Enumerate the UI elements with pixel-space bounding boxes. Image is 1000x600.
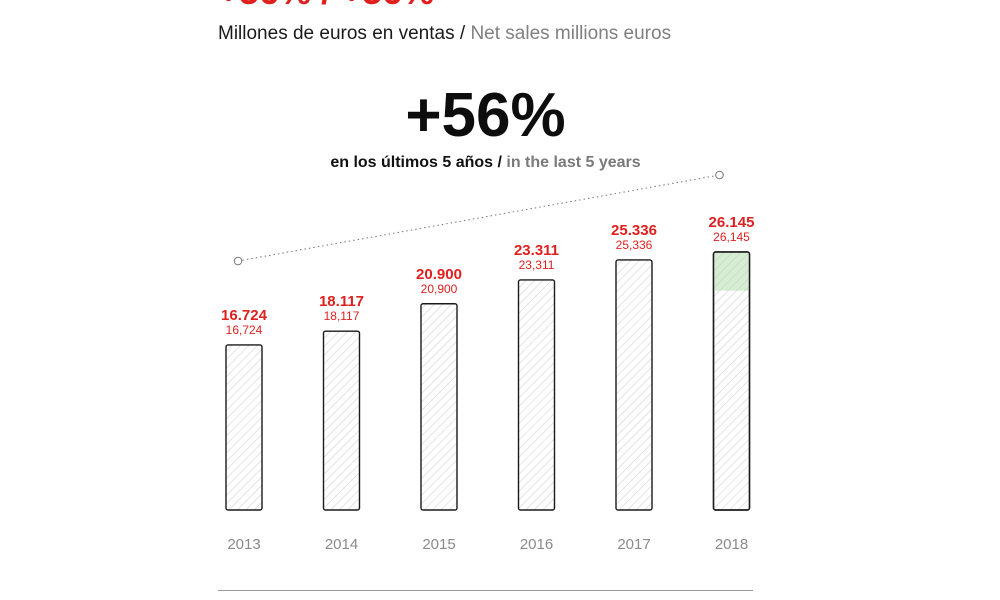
trend-start-marker [233,256,243,266]
bars-group [225,251,751,511]
value-label-es-2013: 16.724 [221,307,268,324]
bar-outline-2018 [712,251,751,511]
trend-end-marker [715,170,724,180]
bar-2015 [420,303,458,511]
caption-spanish: en los últimos 5 años / [330,154,502,171]
x-tick-label-2015: 2015 [422,536,455,553]
x-tick-label-2018: 2018 [715,536,748,553]
value-label-en-2014: 18,117 [324,309,360,323]
trend-line [237,174,720,262]
trend-line-group [233,170,724,266]
bottom-divider [218,590,753,591]
growth-caption: en los últimos 5 años / in the last 5 ye… [218,152,753,174]
caption-english: in the last 5 years [506,154,641,171]
page-title-cropped: +56% / +56% [218,0,434,10]
growth-percentage: +56% [405,81,566,150]
bar-2013 [225,344,263,511]
value-label-en-2018: 26,145 [713,230,750,244]
value-label-en-2013: 16,724 [226,323,263,337]
x-tick-label-2017: 2017 [617,536,650,553]
x-tick-label-2013: 2013 [227,536,260,553]
value-label-es-2017: 25.336 [611,222,657,239]
subtitle-spanish: Millones de euros en ventas [218,23,455,44]
value-label-en-2017: 25,336 [616,238,653,252]
x-tick-label-2014: 2014 [325,536,358,553]
bar-2014 [322,330,361,511]
x-tick-label-2016: 2016 [520,536,553,553]
value-label-en-2016: 23,311 [519,258,555,272]
bar-2017 [615,259,653,511]
subtitle-separator: / [454,23,471,44]
bar-2016 [517,279,556,511]
value-label-es-2014: 18.117 [319,293,364,310]
labels-group: 16.72416,724201318.11718,117201420.90020… [221,214,754,553]
value-label-es-2016: 23.311 [514,242,559,259]
growth-segment-2018 [714,252,749,291]
value-label-es-2018: 26.145 [709,214,755,231]
chart-subtitle: Millones de euros en ventas / Net sales … [218,22,671,46]
value-label-es-2015: 20.900 [416,266,462,283]
subtitle-english: Net sales millions euros [470,23,672,44]
bar-2018 [712,251,751,511]
value-label-en-2015: 20,900 [421,282,458,296]
